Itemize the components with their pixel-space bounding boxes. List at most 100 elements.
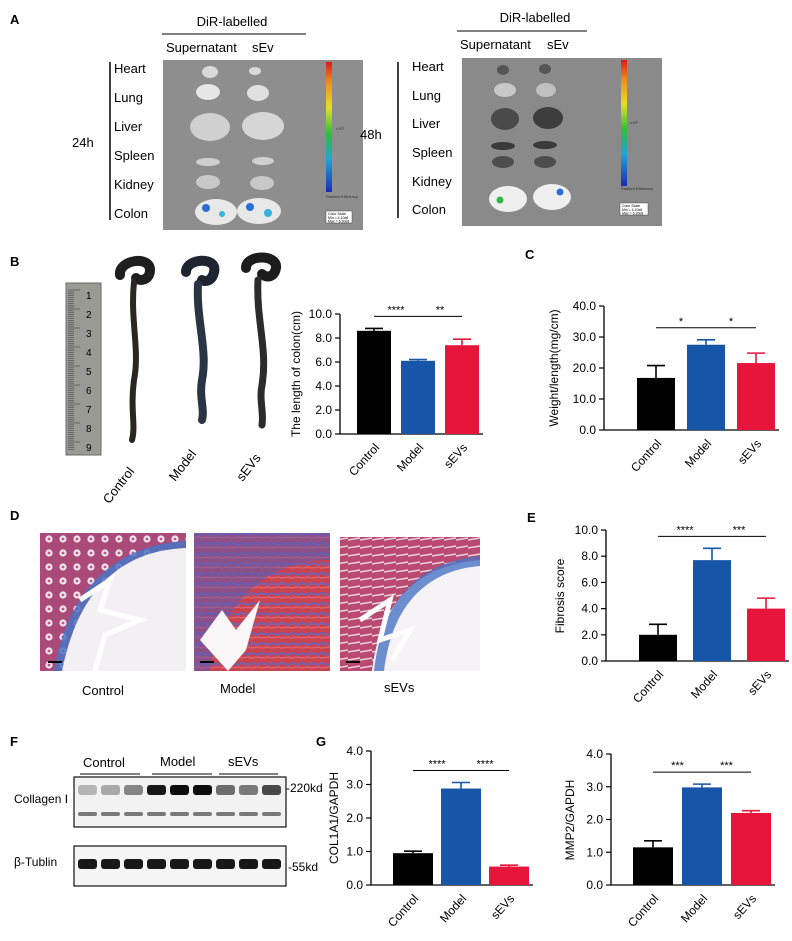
significance-label: * [679, 316, 684, 328]
a-right-organ: Colon [412, 202, 446, 217]
panel-f: F Control Model sEVs Collagen I -220kd β… [10, 734, 323, 887]
y-tick-label: 0.0 [581, 654, 598, 668]
panel-a-letter: A [10, 12, 20, 27]
colon-specimen-model [181, 255, 220, 424]
a-right-organ: Lung [412, 88, 441, 103]
y-tick-label: 4.0 [315, 379, 332, 393]
y-tick-label: 30.0 [573, 330, 597, 344]
significance-label: **** [476, 758, 494, 770]
tubulin-band [170, 859, 189, 869]
collagen-band [262, 785, 281, 795]
a-right-organ: Heart [412, 59, 444, 74]
bar-control [357, 330, 391, 434]
category-label: Model [394, 441, 426, 475]
panel-a: A DiR-labelled Supernatant sEv 24h Heart… [10, 10, 662, 230]
y-axis-label: The length of colon(cm) [289, 311, 303, 437]
y-tick-label: 2.0 [586, 813, 603, 827]
y-tick-label: 6.0 [315, 355, 332, 369]
significance-label: *** [733, 524, 747, 536]
y-tick-label: 0.0 [315, 427, 332, 441]
y-tick-label: 0.0 [586, 878, 603, 892]
collagen-band [193, 785, 212, 795]
ruler-number: 7 [86, 405, 92, 416]
panel-b: B 1 2 3 4 5 6 7 8 9 Control Mode [10, 252, 281, 506]
tubulin-band [124, 859, 143, 869]
tubulin-band [101, 859, 120, 869]
chart-weight-length: 0.0 10.0 20.0 30.0 40.0 Weight/length(mg/cm) C… [547, 299, 779, 475]
ruler-number: 4 [86, 348, 92, 359]
collagen-band-lower [78, 812, 97, 816]
bar-control [633, 847, 673, 885]
collagen-band-lower [239, 812, 258, 816]
significance-label: *** [720, 760, 734, 772]
ruler-number: 8 [86, 424, 92, 435]
blot-collagen-membrane [73, 776, 287, 828]
category-label: Control [625, 892, 661, 930]
bar-model [441, 788, 481, 885]
collagen-band-lower [216, 812, 235, 816]
a-left-organ: Spleen [114, 148, 154, 163]
panel-a-right: DiR-labelled Supernatant sEv 48h Heart L… [360, 10, 662, 226]
a-right-header: DiR-labelled [500, 10, 571, 25]
a-right-time: 48h [360, 127, 382, 142]
a-left-col1: Supernatant [166, 40, 237, 55]
panel-g: G [316, 734, 326, 749]
y-tick-label: 8.0 [315, 331, 332, 345]
y-tick-label: 0.0 [346, 878, 363, 892]
category-label: Control [628, 437, 664, 475]
chart-col1a1: 0.0 1.0 2.0 3.0 4.0 COL1A1/GAPDH Control Model s… [327, 744, 533, 930]
a-left-organ: Lung [114, 90, 143, 105]
a-left-min: Min = 4.10e6 [328, 216, 348, 220]
a-right-col1: Supernatant [460, 37, 531, 52]
d-image-label: sEVs [384, 680, 415, 695]
f-group-label: sEVs [228, 754, 259, 769]
significance-label: **** [387, 304, 405, 316]
chart-colon-length: 0.0 2.0 4.0 6.0 8.0 10.0 The length of colon(c… [289, 304, 483, 479]
colon-specimen-sevs [241, 252, 281, 429]
category-label: Model [678, 892, 710, 926]
a-left-scale-unit: x10⁸ [336, 126, 344, 131]
category-label: Model [688, 668, 720, 702]
a-right-col2: sEv [547, 37, 569, 52]
panel-b-letter: B [10, 254, 19, 269]
color-scale-bar-24h [326, 62, 332, 192]
a-left-organ: Colon [114, 206, 148, 221]
bar-model [687, 344, 725, 430]
y-tick-label: 3.0 [586, 780, 603, 794]
a-left-col2: sEv [252, 40, 274, 55]
panel-f-letter: F [10, 734, 18, 749]
histology-sevs [340, 537, 480, 671]
a-right-color-scale: Color Scale [622, 204, 640, 208]
ruler-number: 6 [86, 386, 92, 397]
y-tick-label: 2.0 [346, 811, 363, 825]
tubulin-band [193, 859, 212, 869]
bar-sevs [445, 345, 479, 434]
tubulin-band [216, 859, 235, 869]
panel-c-letter: C [525, 247, 535, 262]
y-tick-label: 6.0 [581, 575, 598, 589]
b-photo-label: Model [166, 447, 200, 484]
y-tick-label: 4.0 [346, 744, 363, 758]
f-group-label: Model [160, 754, 196, 769]
a-left-time: 24h [72, 135, 94, 150]
ruler-number: 3 [86, 329, 92, 340]
y-tick-label: 8.0 [581, 549, 598, 563]
y-axis-label: COL1A1/GAPDH [327, 772, 341, 864]
category-label: Model [437, 892, 469, 926]
y-axis-label: Fibrosis score [553, 558, 567, 633]
y-tick-label: 10.0 [309, 307, 333, 321]
tubulin-band [147, 859, 166, 869]
bar-control [393, 853, 433, 885]
y-tick-label: 10.0 [575, 523, 599, 537]
f-band-size: -220kd [286, 781, 323, 795]
collagen-band-lower [170, 812, 189, 816]
a-left-organ: Liver [114, 119, 143, 134]
a-left-max: Max = 6.30e8 [328, 220, 349, 224]
organ-blobs-48h [489, 64, 571, 212]
a-right-max: Max = 6.30e8 [622, 212, 643, 216]
a-left-header: DiR-labelled [197, 14, 268, 29]
y-tick-label: 4.0 [581, 602, 598, 616]
a-right-scale-unit: x10⁸ [630, 120, 638, 125]
collagen-band-lower [193, 812, 212, 816]
